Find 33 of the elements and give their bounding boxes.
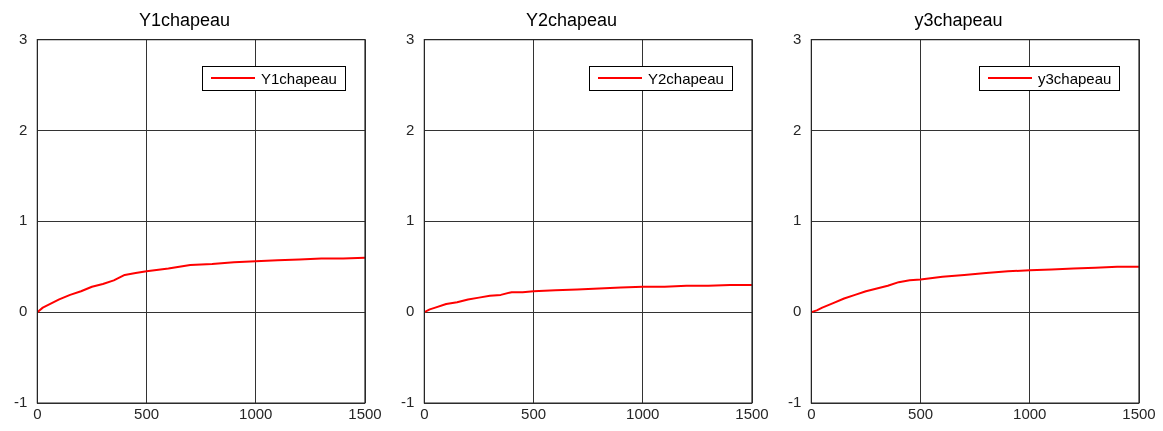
x-tick-label: 0 [420, 405, 429, 423]
x-tick-label: 1000 [626, 405, 660, 423]
legend-label: Y2chapeau [648, 69, 724, 87]
chart-title: Y1chapeau [138, 9, 231, 30]
legend-label: Y1chapeau [261, 69, 337, 87]
y-tick-label: 1 [18, 211, 28, 229]
x-tick-label: 1000 [1013, 405, 1047, 423]
x-tick-label: 1500 [348, 405, 382, 423]
y-tick-label: 3 [405, 29, 415, 47]
y-tick-label: 0 [405, 302, 415, 320]
y-tick-label: 0 [18, 302, 28, 320]
y-tick-label: 3 [18, 29, 28, 47]
x-tick-label: 500 [134, 405, 160, 423]
x-tick-label: 0 [33, 405, 42, 423]
y-tick-label: 2 [405, 120, 415, 138]
y-tick-label: 2 [18, 120, 28, 138]
x-tick-label: 500 [521, 405, 547, 423]
y-tick-label: 3 [792, 29, 802, 47]
legend-label: y3chapeau [1038, 69, 1112, 87]
x-tick-label: 1500 [1122, 405, 1156, 423]
x-tick-label: 500 [908, 405, 934, 423]
x-tick-label: 0 [807, 405, 816, 423]
y-tick-label: -1 [13, 393, 28, 411]
y-tick-label: 0 [792, 302, 802, 320]
y-tick-label: 1 [405, 211, 415, 229]
y-tick-label: -1 [400, 393, 415, 411]
y-tick-label: -1 [787, 393, 802, 411]
x-tick-label: 1000 [239, 405, 273, 423]
x-tick-label: 1500 [735, 405, 769, 423]
y-tick-label: 1 [792, 211, 802, 229]
chart-title: y3chapeau [914, 9, 1003, 30]
y-tick-label: 2 [792, 120, 802, 138]
chart-title: Y2chapeau [525, 9, 618, 30]
